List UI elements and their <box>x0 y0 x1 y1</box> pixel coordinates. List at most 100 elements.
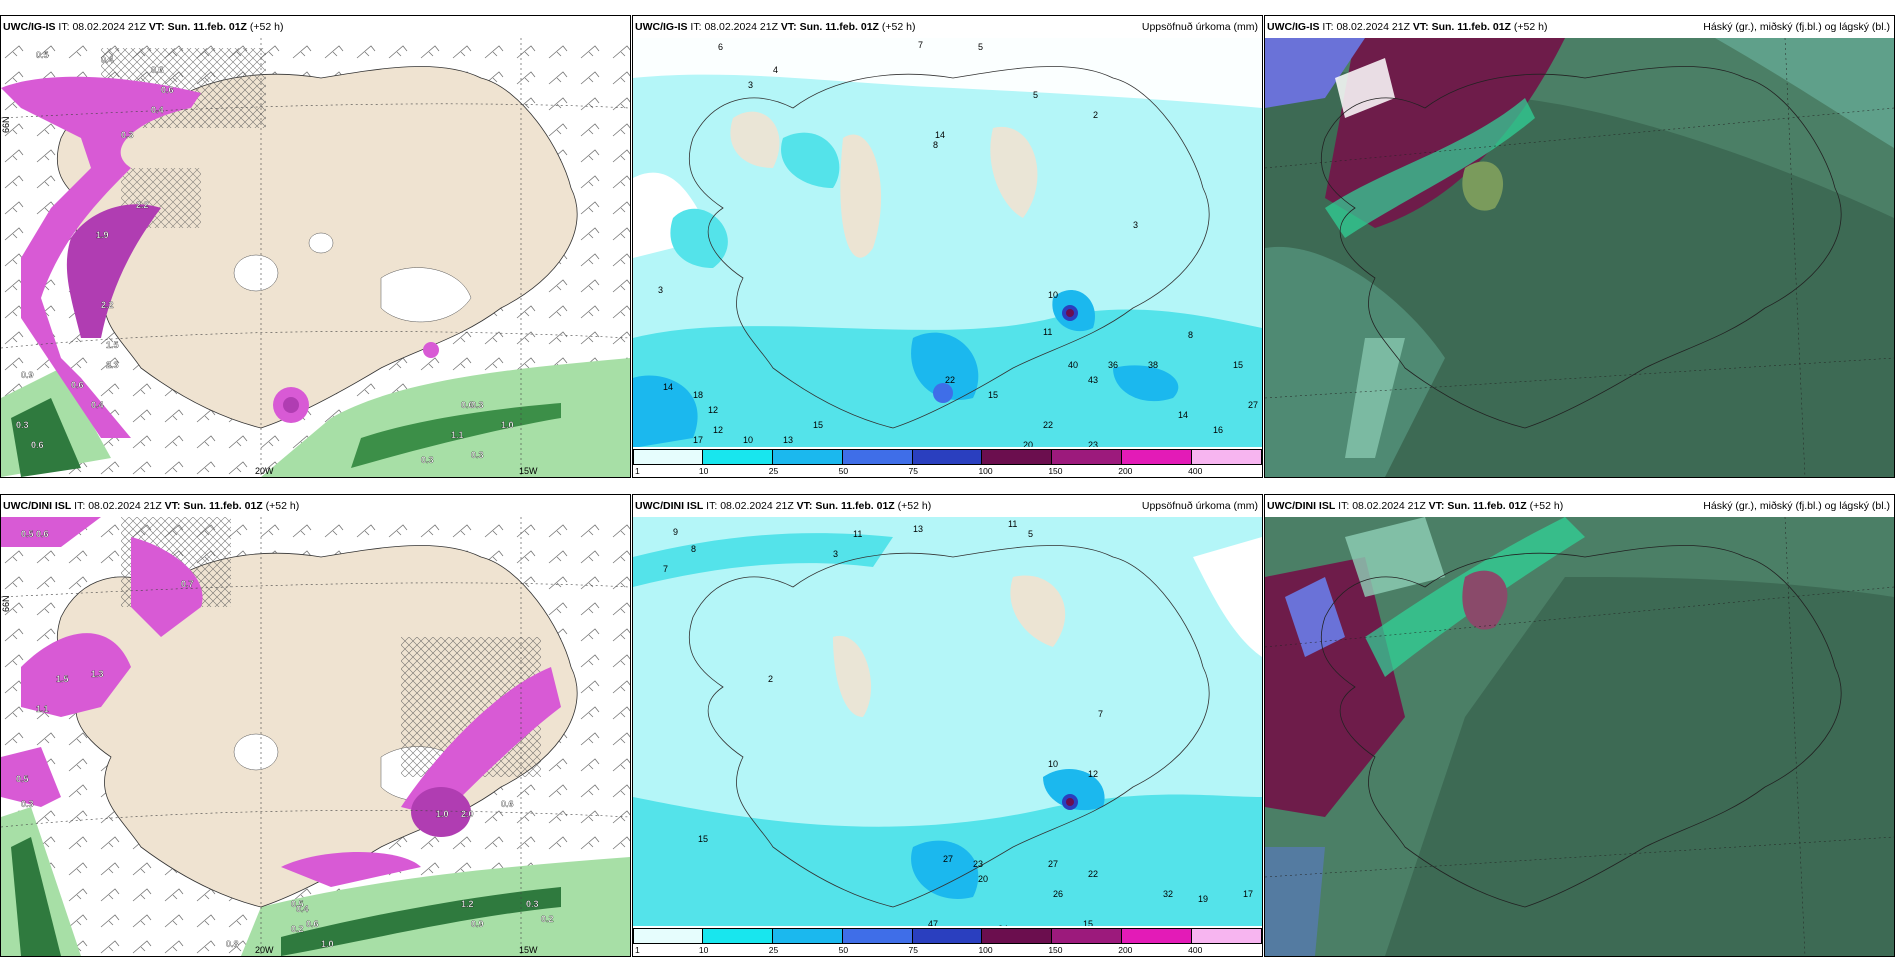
init-time: 08.02.2024 21Z <box>720 500 794 512</box>
map-value-label: 10 <box>1048 290 1058 300</box>
legend-tick: 200 <box>1118 945 1133 955</box>
legend-tick: 1 <box>635 945 640 955</box>
panel-dini-precip: UWC/DINI ISL IT: 08.02.2024 21Z VT: Sun.… <box>632 494 1263 957</box>
map-value-label: 18 <box>693 390 703 400</box>
map-value-label: 2 <box>768 674 773 684</box>
map-value-label: 15 <box>988 390 998 400</box>
init-time: 08.02.2024 21Z <box>88 500 162 512</box>
map-value-label: 2.0 <box>461 809 474 819</box>
legend-swatch <box>702 449 773 465</box>
lead-time: (+52 h) <box>1513 21 1548 33</box>
map-value-label: 1.2 <box>461 899 474 909</box>
legend-swatch <box>633 928 703 944</box>
map-value-label: 3 <box>833 549 838 559</box>
valid-time: Sun. 11.feb. 01Z <box>1447 500 1527 512</box>
snow-wind-map: 0.5 0.4 0.6 0.6 0.4 0.3 2.2 1.9 2.2 1.5 2.3 0.6 0.4 0… <box>1 38 630 477</box>
it-label: IT: <box>706 500 718 512</box>
axis-lon-20w: 20W <box>255 466 274 476</box>
map-value-label: 10 <box>743 435 753 445</box>
legend-tick: 100 <box>978 466 993 476</box>
snow-wind-map: 0.5 0.6 0.7 1.3 1.5 1.1 0.5 0.3 1.0 2.0 0.6 1.2 0.9 0… <box>1 517 630 956</box>
map-value-label: 0.3 <box>121 130 134 140</box>
map-value-label: 2.3 <box>106 360 119 370</box>
map-value-label: 5 <box>1033 90 1038 100</box>
map-value-label: 15 <box>1083 919 1093 929</box>
valid-time: Sun. 11.feb. 01Z <box>799 21 879 33</box>
legend-swatch <box>1052 449 1123 465</box>
model-source: UWC/IG-IS <box>3 21 56 33</box>
map-value-label: 0.6 <box>501 799 514 809</box>
legend-swatch <box>912 928 983 944</box>
map-value-label: 0.6 <box>306 919 319 929</box>
init-time: 08.02.2024 21Z <box>72 21 146 33</box>
map-value-label: 0.3 <box>471 450 484 460</box>
map-value-label: 3 <box>658 285 663 295</box>
legend-tick: 150 <box>1048 945 1063 955</box>
map-value-label: 14 <box>935 130 945 140</box>
map-value-label: 0.5 <box>21 529 34 539</box>
legend-swatch <box>772 449 843 465</box>
map-value-label: 38 <box>1148 360 1158 370</box>
map-value-label: 27 <box>1048 859 1058 869</box>
valid-time: Sun. 11.feb. 01Z <box>1431 21 1511 33</box>
map-value-label: 1.0 <box>501 420 514 430</box>
lead-time: (+52 h) <box>265 500 300 512</box>
map-value-label: 0.6 <box>71 380 84 390</box>
valid-time: Sun. 11.feb. 01Z <box>183 500 263 512</box>
map-value-label: 11 <box>1043 327 1052 337</box>
map-value-label: 12 <box>713 425 723 435</box>
panel-header: UWC/IG-IS IT: 08.02.2024 21Z VT: Sun. 11… <box>633 16 1262 38</box>
legend-tick: 10 <box>698 945 709 955</box>
map-value-label: 12 <box>1088 769 1098 779</box>
legend-tick: 200 <box>1118 466 1133 476</box>
lead-time: (+52 h) <box>881 21 916 33</box>
map-value-label: 20 <box>1023 440 1033 450</box>
legend-swatch <box>1122 928 1193 944</box>
it-label: IT: <box>74 500 86 512</box>
vt-label: VT: <box>1428 500 1445 512</box>
axis-lon-15w: 15W <box>519 466 538 476</box>
legend-tick: 75 <box>908 466 919 476</box>
map-value-label: 0.4 <box>296 904 309 914</box>
precip-legend: 1 10 25 50 75 100 150 200 400 <box>633 926 1262 956</box>
map-value-label: 15 <box>698 834 708 844</box>
map-value-label: 0.9 <box>471 919 484 929</box>
map-value-label: 3 <box>748 80 753 90</box>
it-label: IT: <box>1338 500 1350 512</box>
map-value-label: 17 <box>1243 889 1253 899</box>
axis-lat-66n: 66N <box>1 116 11 133</box>
map-value-label: 1.5 <box>106 340 119 350</box>
map-value-label: 0.2 <box>541 914 554 924</box>
map-value-label: 13 <box>783 435 793 445</box>
map-value-label: 0.4 <box>101 55 114 65</box>
map-value-label: 1.3 <box>91 669 104 679</box>
legend-swatch <box>772 928 843 944</box>
precip-map: 6 4 3 7 5 3 8 14 10 8 11 12 18 5 2 3 12 17 10 13 14 15 22 15 40 3… <box>633 38 1262 477</box>
map-value-label: 7 <box>1098 709 1103 719</box>
map-value-label: 16 <box>1213 425 1223 435</box>
map-value-label: 0.3 <box>471 400 484 410</box>
cloud-map <box>1265 517 1894 956</box>
map-value-label: 0.7 <box>181 579 194 589</box>
init-time: 08.02.2024 21Z <box>1352 500 1426 512</box>
map-value-label: 2.2 <box>101 300 114 310</box>
axis-lon-15w: 15W <box>519 945 538 955</box>
legend-swatch <box>633 449 703 465</box>
legend-frame <box>633 928 1262 944</box>
map-value-label: 0.6 <box>461 400 474 410</box>
model-source: UWC/DINI ISL <box>3 500 72 512</box>
map-value-label: 15 <box>813 420 823 430</box>
it-label: IT: <box>1322 21 1334 33</box>
model-source: UWC/DINI ISL <box>1267 500 1336 512</box>
legend-swatch <box>842 928 913 944</box>
legend-swatch <box>982 928 1053 944</box>
legend-tick: 150 <box>1048 466 1063 476</box>
precip-legend: 1 10 25 50 75 100 150 200 400 <box>633 447 1262 477</box>
map-value-label: 1.0 <box>436 809 449 819</box>
map-value-label: 0.3 <box>16 420 29 430</box>
model-source: UWC/IG-IS <box>1267 21 1320 33</box>
map-value-label: 1.9 <box>96 230 109 240</box>
map-value-label: 27 <box>943 854 953 864</box>
map-value-label: 5 <box>978 42 983 52</box>
map-value-label: 23 <box>1088 440 1098 450</box>
